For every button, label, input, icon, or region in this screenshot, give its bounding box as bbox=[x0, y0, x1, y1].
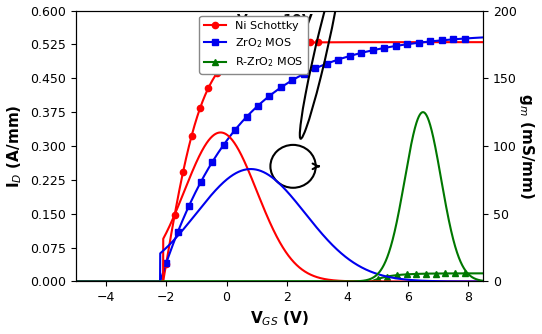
Text: V$_{DS}$ = 10V: V$_{DS}$ = 10V bbox=[236, 13, 314, 29]
Y-axis label: g$_m$ (mS/mm): g$_m$ (mS/mm) bbox=[518, 93, 537, 199]
Y-axis label: I$_D$ (A/mm): I$_D$ (A/mm) bbox=[5, 104, 24, 188]
Legend: Ni Schottky, ZrO$_2$ MOS, R-ZrO$_2$ MOS: Ni Schottky, ZrO$_2$ MOS, R-ZrO$_2$ MOS bbox=[199, 16, 308, 74]
X-axis label: V$_{GS}$ (V): V$_{GS}$ (V) bbox=[250, 310, 309, 328]
